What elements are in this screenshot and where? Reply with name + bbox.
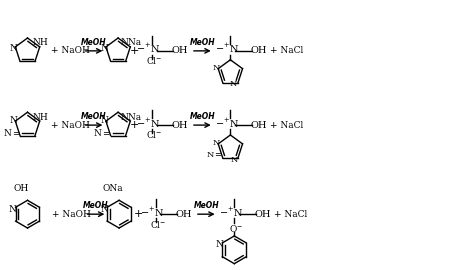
Text: +: +	[134, 209, 144, 219]
Text: $-^{+}$N: $-^{+}$N	[137, 42, 161, 55]
Text: $-^{+}$N: $-^{+}$N	[215, 42, 239, 55]
Text: + NaCl: + NaCl	[273, 210, 307, 219]
Text: N: N	[231, 156, 238, 164]
Text: N: N	[100, 205, 108, 214]
Text: N: N	[213, 139, 220, 147]
Text: MeOH: MeOH	[193, 201, 219, 210]
Text: NH: NH	[32, 113, 48, 122]
Text: $-^{+}$N: $-^{+}$N	[215, 117, 239, 130]
Text: + NaCl: + NaCl	[270, 46, 303, 55]
Text: O$^{-}$: O$^{-}$	[229, 222, 243, 234]
Text: MeOH: MeOH	[190, 112, 215, 121]
Text: NNa: NNa	[120, 113, 141, 122]
Text: MeOH: MeOH	[83, 201, 109, 210]
Text: N: N	[9, 205, 17, 214]
Text: N: N	[216, 240, 223, 249]
Text: +: +	[130, 120, 139, 130]
Text: OH: OH	[251, 46, 267, 55]
Text: N: N	[100, 116, 108, 125]
Text: $-^{+}$N: $-^{+}$N	[219, 206, 244, 219]
Text: Cl$^{-}$: Cl$^{-}$	[150, 219, 167, 230]
Text: OH: OH	[176, 210, 192, 219]
Text: N$=$: N$=$	[3, 127, 21, 137]
Text: MeOH: MeOH	[81, 112, 107, 121]
Text: $-^{+}$N: $-^{+}$N	[140, 206, 165, 219]
Text: NNa: NNa	[120, 38, 141, 48]
Text: MeOH: MeOH	[190, 38, 215, 47]
Text: N$=$: N$=$	[206, 150, 223, 159]
Text: NH: NH	[32, 38, 48, 48]
Text: Cl$^{-}$: Cl$^{-}$	[146, 130, 163, 140]
Text: N: N	[213, 64, 220, 72]
Text: + NaOH: + NaOH	[51, 121, 90, 130]
Text: + NaOH: + NaOH	[51, 46, 90, 55]
Text: +: +	[130, 46, 139, 56]
Text: N: N	[10, 116, 18, 125]
Text: ONa: ONa	[103, 184, 124, 193]
Text: + NaOH: + NaOH	[52, 210, 91, 219]
Text: OH: OH	[14, 184, 29, 193]
Text: MeOH: MeOH	[81, 38, 107, 47]
Text: N: N	[100, 44, 108, 53]
Text: $-^{+}$N: $-^{+}$N	[137, 117, 161, 130]
Text: Cl$^{-}$: Cl$^{-}$	[146, 55, 163, 66]
Text: N$=$: N$=$	[93, 127, 111, 137]
Text: OH: OH	[172, 121, 188, 130]
Text: N: N	[10, 44, 18, 53]
Text: OH: OH	[255, 210, 271, 219]
Text: OH: OH	[172, 46, 188, 55]
Text: + NaCl: + NaCl	[270, 121, 303, 130]
Text: OH: OH	[251, 121, 267, 130]
Text: N: N	[229, 80, 237, 87]
